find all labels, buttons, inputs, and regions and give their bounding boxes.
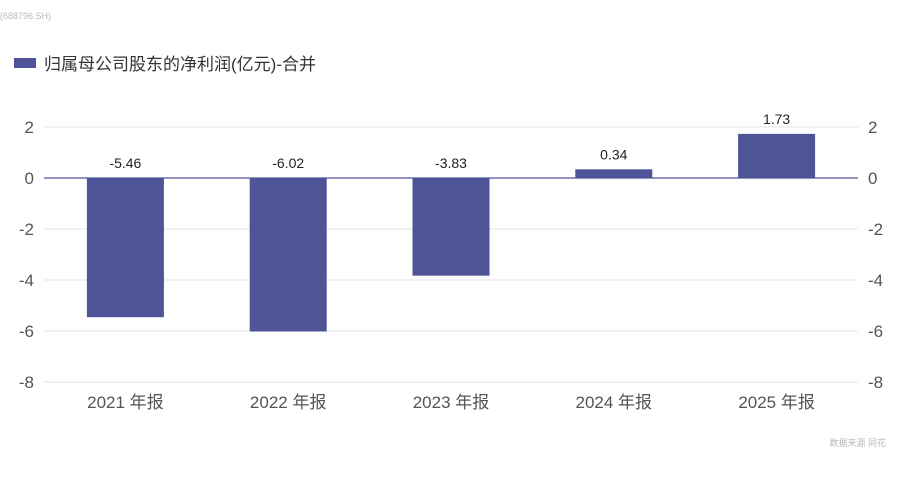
data-label: -3.83: [435, 155, 467, 171]
bar: [738, 133, 816, 178]
y-tick-label-right: 0: [868, 169, 877, 188]
data-label: 1.73: [763, 111, 790, 127]
y-tick-label-left: -6: [19, 322, 34, 341]
watermark-text: (688796.SH): [0, 11, 52, 21]
bar: [575, 169, 653, 178]
y-tick-label-left: -2: [19, 220, 34, 239]
x-tick-label: 2021 年报: [87, 393, 164, 412]
x-tick-label: 2025 年报: [738, 393, 815, 412]
x-tick-label: 2024 年报: [576, 393, 653, 412]
data-label: -6.02: [272, 155, 304, 171]
y-tick-label-left: -4: [19, 271, 34, 290]
x-tick-label: 2022 年报: [250, 393, 327, 412]
y-tick-label-right: -8: [868, 373, 883, 392]
y-tick-label-right: -6: [868, 322, 883, 341]
bar: [412, 178, 490, 276]
y-tick-label-left: -8: [19, 373, 34, 392]
y-tick-label-left: 2: [25, 118, 34, 137]
legend-label: 归属母公司股东的净利润(亿元)-合并: [44, 55, 316, 74]
x-tick-label: 2023 年报: [413, 393, 490, 412]
legend-swatch: [14, 57, 36, 68]
data-label: 0.34: [600, 146, 627, 162]
bar: [249, 178, 327, 332]
legend: 归属母公司股东的净利润(亿元)-合并: [14, 50, 316, 75]
bar: [86, 178, 164, 318]
y-tick-label-right: -4: [868, 271, 883, 290]
data-label: -5.46: [109, 155, 141, 171]
y-tick-label-left: 0: [25, 169, 34, 188]
source-note: 数据来源 同花: [829, 438, 886, 448]
y-tick-label-right: 2: [868, 118, 877, 137]
y-tick-label-right: -2: [868, 220, 883, 239]
